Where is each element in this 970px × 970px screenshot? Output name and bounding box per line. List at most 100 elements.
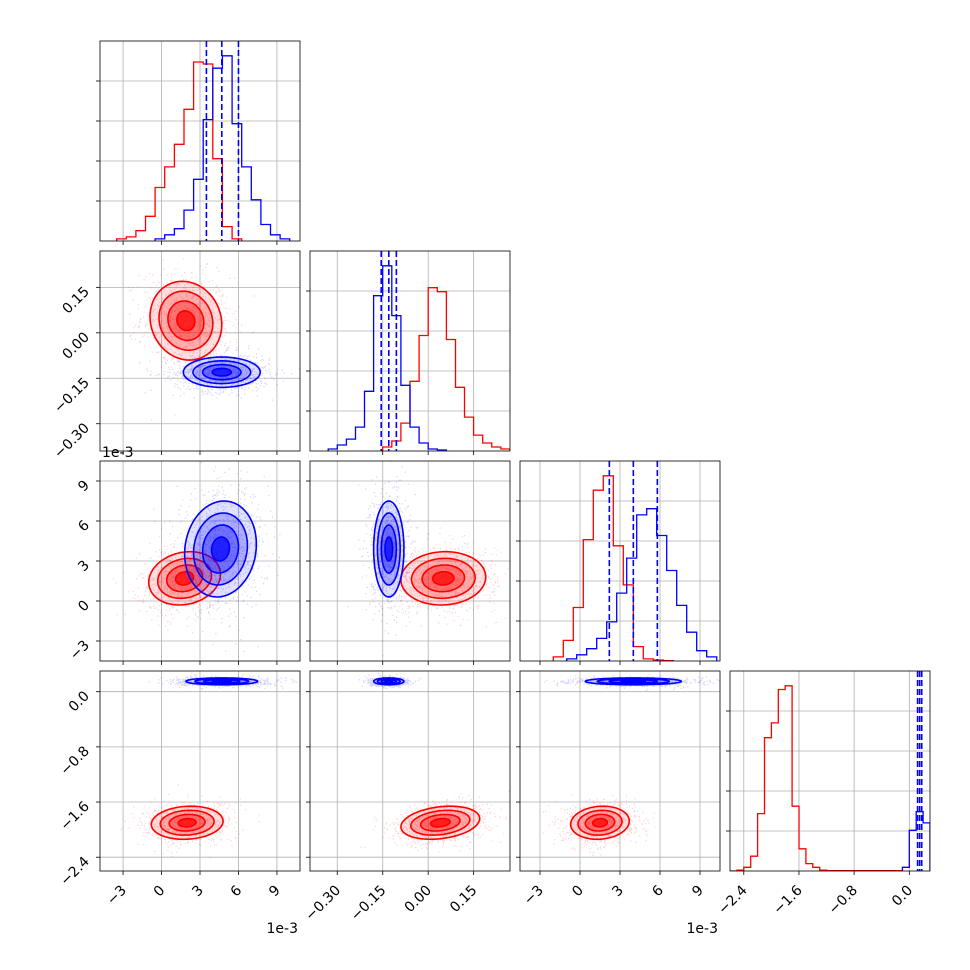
contour-blue [192, 512, 249, 586]
histogram-red [382, 287, 510, 451]
panel-3-0 [96, 670, 301, 875]
contour-red [167, 300, 205, 342]
panel-frame [309, 460, 511, 662]
histogram-blue [327, 265, 448, 451]
x-tick-label: 9 [689, 883, 707, 901]
panel-1-1 [306, 250, 511, 455]
x-tick-label: −1.6 [770, 882, 805, 917]
x-tick-label: −3 [104, 883, 130, 909]
y-tick-label: −0.8 [57, 743, 92, 778]
panel-content [520, 461, 720, 661]
panel-frame [99, 250, 301, 452]
contour-red [177, 817, 198, 828]
contour-blue [619, 679, 647, 683]
density-fill-red [178, 818, 197, 827]
contour-red [165, 564, 204, 593]
x-offset-label: 1e-3 [267, 921, 298, 937]
scatter-blue [144, 345, 300, 401]
x-tick-label: 6 [649, 882, 667, 900]
panel-content [520, 671, 720, 871]
panel-3-2 [516, 670, 721, 875]
scatter-red [360, 790, 510, 853]
contour-blue [210, 536, 231, 562]
panel-content [100, 41, 300, 241]
y-tick-label: −0.15 [51, 375, 93, 417]
panel-frame [99, 460, 301, 662]
contour-blue [584, 677, 683, 686]
contour-blue [380, 524, 398, 574]
contour-red [410, 557, 477, 600]
y-tick-label: 6 [75, 517, 93, 535]
density-fill-red [430, 818, 451, 827]
histogram-red [116, 61, 243, 241]
x-tick-label: −3 [521, 883, 547, 909]
contour-blue [201, 363, 242, 381]
panel-3-3 [726, 670, 931, 875]
x-tick-label: −2.4 [715, 882, 750, 917]
contour-red [419, 813, 461, 832]
x-tick-label: 9 [266, 883, 284, 901]
contour-blue [192, 359, 252, 385]
y-offset-label: 1e-3 [102, 445, 133, 461]
contour-blue [183, 500, 258, 598]
contour-blue [194, 678, 250, 685]
contour-red [168, 813, 206, 832]
contour-blue [210, 679, 233, 683]
x-tick-label: 0.00 [402, 883, 435, 916]
y-tick-label: 9 [75, 478, 93, 496]
contour-blue [211, 367, 233, 377]
panel-0-0 [96, 40, 301, 245]
density-fill-red [176, 310, 195, 331]
x-tick-label: −0.8 [826, 883, 861, 918]
y-tick-label: 0.0 [66, 688, 93, 715]
x-tick-label: −0.30 [302, 883, 344, 925]
density-fill-blue [385, 537, 393, 561]
panel-content [730, 671, 930, 871]
contour-red [584, 813, 616, 832]
panel-frame [99, 40, 301, 242]
panel-content [310, 671, 510, 871]
contour-red [156, 557, 213, 600]
histogram-blue [901, 811, 930, 871]
y-tick-label: 0.00 [59, 329, 92, 362]
panels-layer [96, 40, 931, 875]
contour-blue [372, 500, 405, 598]
contour-red [591, 817, 609, 828]
histogram-blue [566, 508, 718, 661]
contour-red [149, 280, 223, 361]
panel-frame [99, 670, 301, 872]
contour-red [429, 817, 452, 828]
contour-blue [376, 512, 402, 586]
contour-blue [384, 536, 394, 562]
y-tick-label: −3 [67, 638, 93, 664]
panel-content [310, 461, 510, 661]
contour-blue [372, 677, 405, 686]
panel-2-2 [516, 460, 721, 665]
y-tick-label: −1.6 [57, 798, 92, 833]
panel-2-0 [96, 460, 301, 665]
x-tick-label: 0 [569, 883, 587, 901]
contour-blue [201, 524, 240, 574]
panel-1-0 [96, 250, 301, 455]
contour-red [174, 570, 195, 586]
y-tick-label: 0.15 [59, 284, 92, 317]
contour-blue [202, 678, 241, 684]
x-tick-label: 6 [228, 882, 246, 900]
contour-blue [380, 678, 398, 684]
x-tick-label: 0 [151, 883, 169, 901]
contour-red [400, 805, 481, 841]
panel-3-1 [306, 670, 511, 875]
panel-frame [519, 460, 721, 662]
x-tick-label: 3 [609, 883, 627, 901]
density-fill-red [432, 571, 454, 585]
contour-red [421, 564, 466, 593]
panel-frame [309, 670, 511, 872]
panel-content [100, 251, 300, 451]
contour-blue [182, 356, 262, 389]
contour-red [159, 809, 215, 836]
panel-content [310, 251, 510, 451]
panel-frame [519, 670, 721, 872]
x-offset-label: 1e-3 [687, 921, 718, 937]
density-fill-blue [212, 368, 232, 376]
